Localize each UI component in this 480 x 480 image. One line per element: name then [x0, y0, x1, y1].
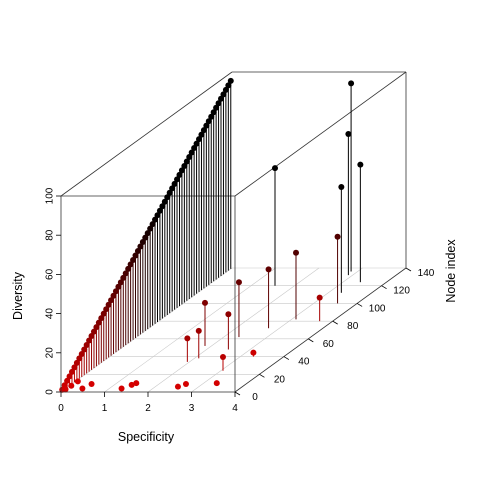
data-point — [250, 350, 256, 356]
y-tick-label: 20 — [274, 374, 286, 385]
y-tick-label: 0 — [252, 392, 258, 403]
x-tick-label: 2 — [145, 403, 151, 414]
data-point — [184, 335, 190, 341]
y-tick — [406, 268, 411, 271]
y-axis-title: Node index — [444, 239, 458, 303]
data-point — [225, 311, 231, 317]
y-tick — [284, 357, 289, 360]
data-point — [345, 131, 351, 137]
data-point — [68, 383, 74, 389]
x-tick-label: 4 — [232, 403, 238, 414]
y-tick-label: 100 — [369, 303, 386, 314]
data-point — [175, 384, 181, 390]
data-point — [338, 184, 344, 190]
data-point — [119, 385, 125, 391]
z-tick-label: 60 — [45, 268, 56, 280]
z-tick-label: 20 — [45, 347, 56, 359]
y-tick-label: 60 — [323, 339, 335, 350]
bounding-box-front — [61, 72, 406, 392]
z-tick-label: 40 — [45, 308, 56, 320]
data-point — [129, 382, 135, 388]
data-point — [266, 266, 272, 272]
x-axis-title: Specificity — [118, 430, 175, 444]
data-point — [202, 300, 208, 306]
y-tick — [308, 339, 313, 342]
data-point — [357, 162, 363, 168]
z-tick-label: 0 — [45, 389, 56, 395]
drop-lines — [62, 81, 360, 391]
data-point — [75, 378, 81, 384]
z-tick-label: 80 — [45, 229, 56, 241]
y-tick-label: 40 — [298, 357, 310, 368]
data-point — [236, 279, 242, 285]
data-point — [272, 165, 278, 171]
bounding-box-back — [61, 72, 406, 196]
z-tick-label: 100 — [45, 187, 56, 204]
y-tick-label: 80 — [347, 321, 359, 332]
data-point — [220, 354, 226, 360]
y-tick-label: 140 — [418, 268, 435, 279]
y-tick — [333, 321, 338, 324]
data-point — [196, 328, 202, 334]
y-tick-label: 120 — [393, 286, 410, 297]
box-edge — [235, 72, 406, 196]
y-tick — [357, 303, 362, 306]
box-edge — [235, 268, 406, 392]
x-tick-label: 3 — [189, 403, 195, 414]
data-point — [183, 381, 189, 387]
data-point — [214, 380, 220, 386]
data-point — [79, 385, 85, 391]
data-point — [293, 250, 299, 256]
data-point — [335, 234, 341, 240]
grid-line-x — [148, 268, 319, 392]
x-tick-label: 1 — [102, 403, 108, 414]
x-tick-label: 0 — [58, 403, 64, 414]
z-axis-title: Diversity — [11, 271, 25, 320]
data-point — [89, 381, 95, 387]
data-point — [317, 295, 323, 301]
y-tick — [382, 286, 387, 289]
y-tick — [235, 392, 240, 395]
data-point — [348, 80, 354, 86]
y-tick — [259, 374, 264, 377]
